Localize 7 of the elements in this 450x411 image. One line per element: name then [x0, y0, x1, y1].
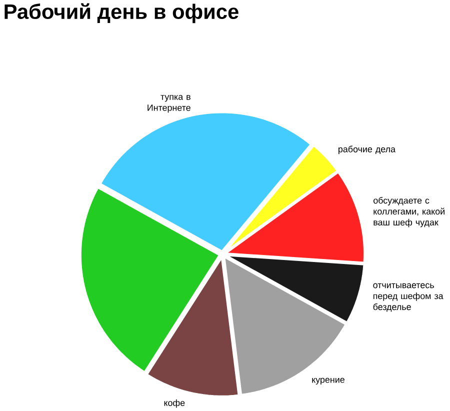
- slice-label: кофе: [164, 399, 185, 408]
- slice-label: тупка в Интернете: [148, 95, 190, 113]
- chart-title: Рабочий день в офисе: [4, 3, 238, 24]
- slice-label: обсуждаете с коллегами, какой ваш шеф чудак: [374, 196, 444, 228]
- slice-label: отчитываетесь перед шефом за безделье: [373, 283, 444, 312]
- slice-label: курение: [312, 378, 344, 385]
- slice-label: рабочие дела: [338, 146, 396, 154]
